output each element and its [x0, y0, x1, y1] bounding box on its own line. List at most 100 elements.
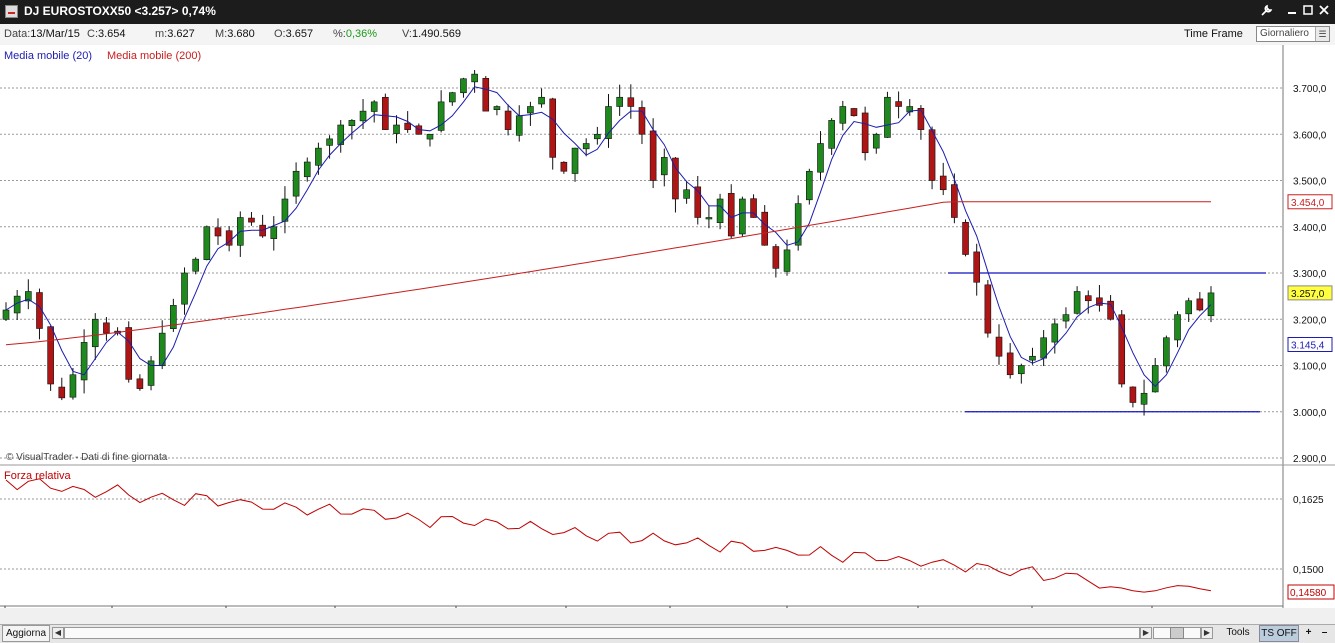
- candle-body: [806, 170, 813, 201]
- price-tick-label: 3.100,0: [1293, 362, 1327, 373]
- candle-body: [794, 203, 802, 246]
- candle-body: [917, 107, 925, 130]
- candle-body: [103, 322, 110, 334]
- minimize-icon[interactable]: [1284, 3, 1300, 19]
- chart-area[interactable]: 2.900,0 3.000,0 3.100,0 3.200,0 3.300,0 3.400…: [0, 45, 1335, 608]
- app-icon: [5, 5, 18, 18]
- candle-body: [1185, 300, 1192, 315]
- candle-body: [1140, 392, 1148, 405]
- rsi-tick-label: 0,1625: [1293, 495, 1324, 506]
- rsi-label: Forza relativa: [4, 470, 71, 482]
- candle-body: [482, 78, 490, 112]
- legend-ma200: Media mobile (200): [107, 50, 202, 62]
- candle-body: [248, 217, 255, 223]
- candle-body: [292, 170, 300, 197]
- scroll-right-icon[interactable]: ▶: [1140, 627, 1152, 639]
- price-tick-label: 2.900,0: [1293, 454, 1327, 465]
- candle-body: [538, 96, 545, 105]
- tools-button[interactable]: Tools: [1226, 627, 1250, 638]
- candle-body: [147, 360, 155, 386]
- candle-body: [515, 115, 523, 136]
- candle-body: [382, 96, 389, 130]
- candle-body: [471, 73, 478, 83]
- candle-body: [315, 147, 322, 166]
- horizontal-scrollbar[interactable]: [64, 627, 1140, 639]
- candle-body: [750, 198, 757, 218]
- candle-body: [705, 217, 713, 220]
- price-tick-label: 3.400,0: [1293, 223, 1327, 234]
- timeframe-label: Time Frame: [1184, 28, 1243, 40]
- candle-body: [437, 101, 445, 131]
- candle-body: [973, 251, 980, 283]
- candle-body: [527, 106, 534, 114]
- candle-body: [594, 133, 601, 140]
- candle-body: [1163, 337, 1170, 367]
- candle-body: [828, 120, 835, 149]
- info-date: Data:13/Mar/15: [4, 28, 80, 40]
- candle-body: [739, 198, 746, 235]
- candle-body: [582, 143, 590, 150]
- candle-body: [393, 124, 400, 134]
- candle-body: [850, 108, 858, 117]
- price-tick-label: 3.500,0: [1293, 177, 1327, 188]
- candle-body: [872, 133, 880, 149]
- candle-body: [1207, 292, 1215, 317]
- candle-body: [549, 98, 557, 158]
- scroll-left-icon[interactable]: ◀: [52, 627, 64, 639]
- candle-body: [616, 96, 623, 107]
- candle-body: [1151, 365, 1159, 393]
- restore-icon[interactable]: [1300, 3, 1316, 19]
- candle-body: [303, 161, 311, 178]
- candle-body: [181, 272, 188, 305]
- info-low: m:3.627: [155, 28, 195, 40]
- candle-body: [1051, 323, 1059, 343]
- candle-body: [716, 198, 724, 223]
- zoom-thumb[interactable]: [1170, 627, 1184, 639]
- zoom-right-icon[interactable]: ▶: [1201, 627, 1213, 639]
- candle-body: [683, 189, 690, 199]
- ma20-badge-box: [1287, 337, 1333, 353]
- rsi-tick-label: 0,1500: [1293, 565, 1324, 576]
- candle-body: [493, 106, 501, 110]
- candle-body: [1174, 314, 1181, 341]
- candle-body: [772, 246, 780, 269]
- bottom-toolbar: Aggiorna ◀ ▶ ▶ Tools TS OFF + –: [0, 624, 1335, 643]
- candle-body: [47, 326, 54, 385]
- ma200-badge: 3.454,0: [1291, 198, 1325, 209]
- price-tick-label: 3.700,0: [1293, 84, 1327, 95]
- candle-body: [348, 120, 356, 126]
- candle-body: [1196, 298, 1204, 311]
- candle-body: [1040, 337, 1047, 359]
- tool-icon[interactable]: [1259, 3, 1275, 19]
- candle-body: [906, 106, 914, 113]
- timeframe-select[interactable]: Giornaliero ☰: [1256, 26, 1330, 42]
- price-chart[interactable]: 2.900,0 3.000,0 3.100,0 3.200,0 3.300,0 3.400…: [0, 45, 1335, 608]
- candle-body: [270, 226, 278, 239]
- candle-body: [660, 157, 668, 176]
- remove-icon[interactable]: –: [1321, 627, 1328, 638]
- rsi-line: [5, 478, 1212, 593]
- candle-body: [638, 107, 646, 135]
- close-icon[interactable]: [1316, 3, 1332, 19]
- candle-body: [928, 129, 936, 181]
- add-icon[interactable]: +: [1305, 627, 1312, 638]
- candle-body: [448, 92, 456, 103]
- candle-body: [560, 161, 568, 172]
- info-volume: V:1.490.569: [402, 28, 461, 40]
- data-credit: © VisualTrader - Dati di fine giornata: [6, 452, 168, 463]
- refresh-button[interactable]: Aggiorna: [2, 625, 50, 642]
- timeframe-value: Giornaliero: [1260, 28, 1309, 39]
- ma20-line: [5, 86, 1212, 388]
- candle-body: [1096, 297, 1103, 306]
- candle-body: [1129, 386, 1137, 403]
- chevron-down-icon[interactable]: ☰: [1315, 27, 1329, 41]
- rsi-badge: 0,14580: [1290, 588, 1327, 599]
- ts-off-button[interactable]: TS OFF: [1259, 625, 1299, 642]
- candle-body: [884, 96, 891, 138]
- ma200-badge-box: [1287, 194, 1333, 210]
- candle-body: [1018, 365, 1025, 375]
- candle-body: [2, 309, 10, 320]
- candle-body: [460, 78, 467, 94]
- candle-body: [895, 101, 902, 107]
- candle-body: [170, 305, 177, 329]
